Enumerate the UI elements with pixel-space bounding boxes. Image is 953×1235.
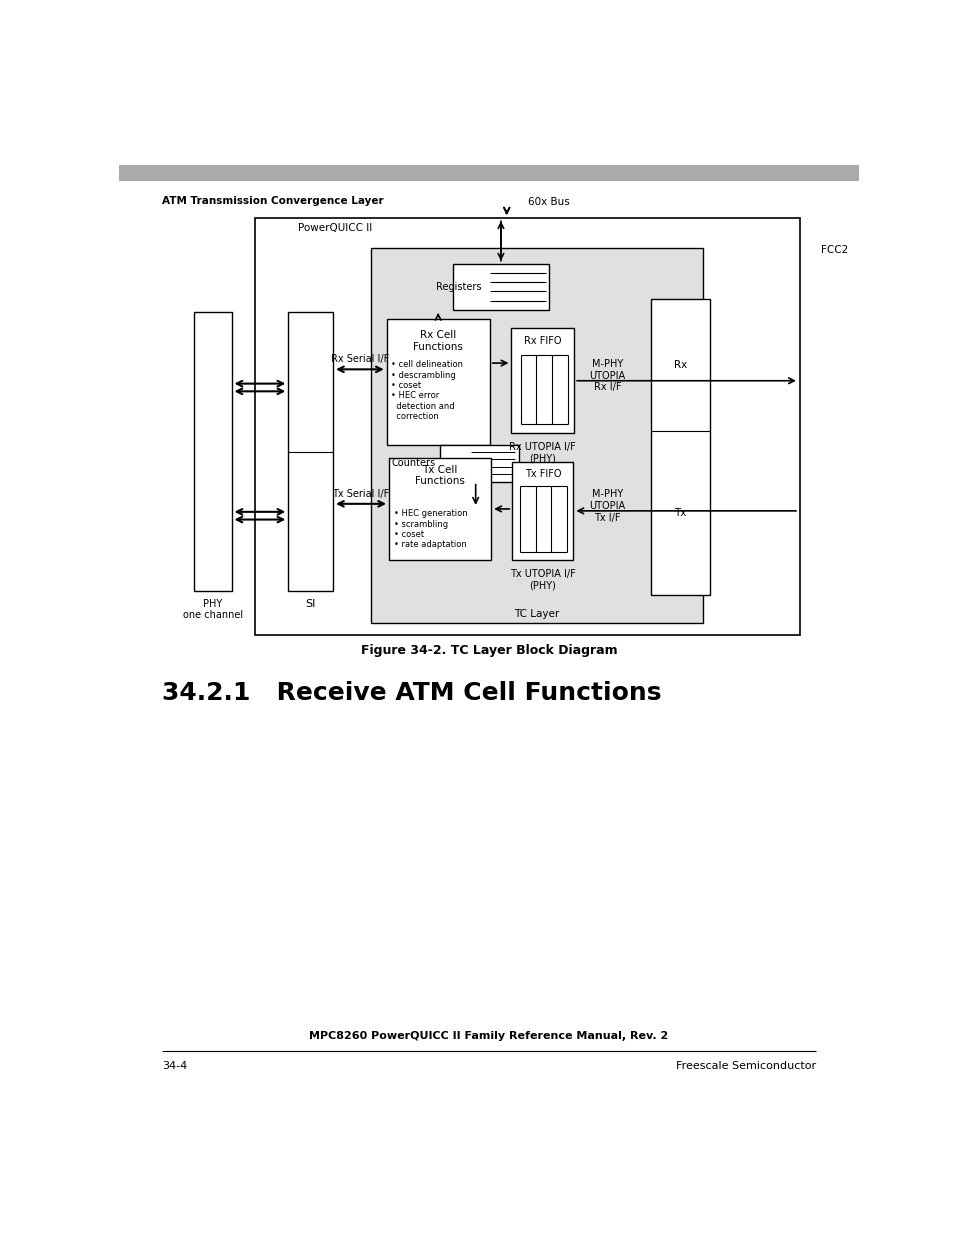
Text: Registers: Registers bbox=[436, 282, 481, 291]
Text: 34-4: 34-4 bbox=[162, 1061, 187, 1071]
Text: Counters: Counters bbox=[391, 458, 435, 468]
Text: Figure 34-2. TC Layer Block Diagram: Figure 34-2. TC Layer Block Diagram bbox=[360, 643, 617, 657]
Text: PHY
one channel: PHY one channel bbox=[183, 599, 243, 620]
Text: Rx Serial I/F: Rx Serial I/F bbox=[331, 354, 389, 364]
Bar bbox=[389, 458, 491, 561]
Text: Freescale Semiconductor: Freescale Semiconductor bbox=[675, 1061, 815, 1071]
Bar bbox=[254, 217, 799, 635]
Text: SI: SI bbox=[305, 599, 315, 609]
Bar bbox=[371, 248, 702, 624]
Text: MPC8260 PowerQUICC II Family Reference Manual, Rev. 2: MPC8260 PowerQUICC II Family Reference M… bbox=[309, 1031, 668, 1041]
Text: 60x Bus: 60x Bus bbox=[528, 198, 570, 207]
Text: 34.2.1   Receive ATM Cell Functions: 34.2.1 Receive ATM Cell Functions bbox=[162, 682, 660, 705]
Text: Rx Cell
Functions: Rx Cell Functions bbox=[413, 330, 462, 352]
Text: PowerQUICC II: PowerQUICC II bbox=[297, 224, 372, 233]
Text: • HEC generation
• scrambling
• coset
• rate adaptation: • HEC generation • scrambling • coset • … bbox=[394, 509, 467, 550]
Text: Tx FIFO: Tx FIFO bbox=[524, 469, 560, 479]
Text: FCC2: FCC2 bbox=[821, 245, 847, 254]
Text: Tx Serial I/F: Tx Serial I/F bbox=[332, 489, 389, 499]
Text: Tx: Tx bbox=[674, 508, 686, 517]
Bar bbox=[439, 445, 518, 482]
Bar bbox=[511, 329, 574, 433]
Text: Rx FIFO: Rx FIFO bbox=[523, 336, 561, 346]
Text: Tx Cell
Functions: Tx Cell Functions bbox=[415, 464, 464, 487]
Text: ATM Transmission Convergence Layer: ATM Transmission Convergence Layer bbox=[162, 195, 383, 205]
Text: Rx: Rx bbox=[673, 359, 686, 370]
Text: M-PHY
UTOPIA
Tx I/F: M-PHY UTOPIA Tx I/F bbox=[589, 489, 625, 522]
Text: Tx UTOPIA I/F
(PHY): Tx UTOPIA I/F (PHY) bbox=[509, 568, 575, 590]
Bar bbox=[288, 312, 333, 592]
Text: • cell delineation
• descrambling
• coset
• HEC error
  detection and
  correcti: • cell delineation • descrambling • cose… bbox=[391, 361, 463, 421]
Bar bbox=[119, 165, 858, 180]
Bar bbox=[452, 264, 549, 310]
Bar bbox=[194, 312, 232, 592]
Bar bbox=[386, 319, 489, 445]
Text: Rx UTOPIA I/F
(PHY): Rx UTOPIA I/F (PHY) bbox=[509, 442, 576, 463]
Bar bbox=[650, 299, 709, 595]
Text: TC Layer: TC Layer bbox=[514, 609, 559, 619]
Bar bbox=[512, 462, 573, 561]
Text: M-PHY
UTOPIA
Rx I/F: M-PHY UTOPIA Rx I/F bbox=[589, 359, 625, 391]
